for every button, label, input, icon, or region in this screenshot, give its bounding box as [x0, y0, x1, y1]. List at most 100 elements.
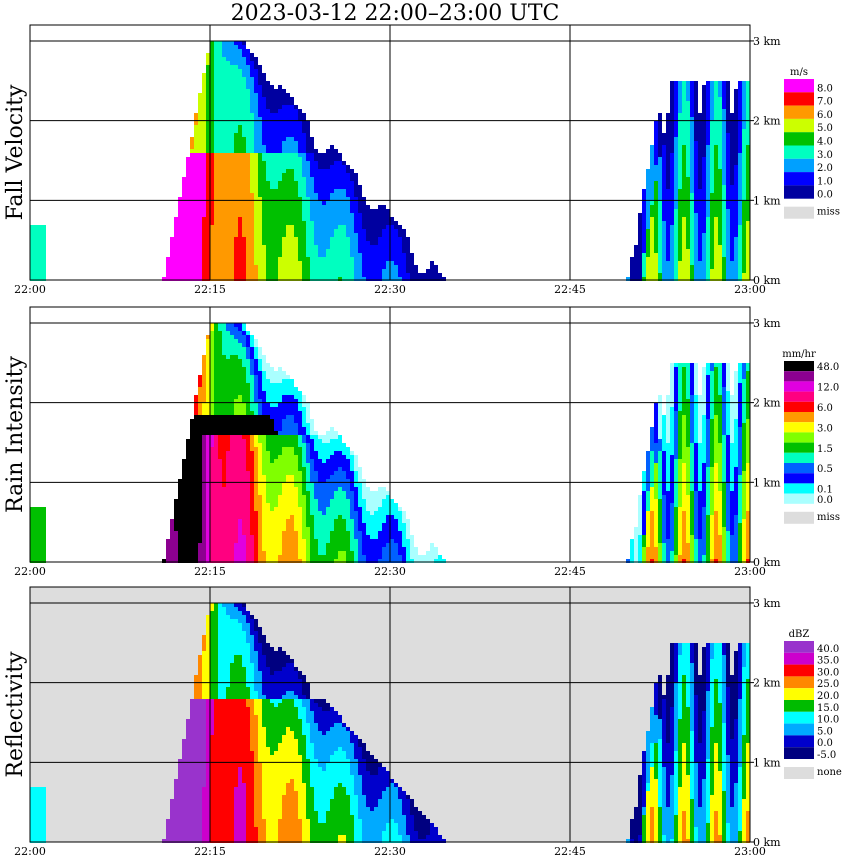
data-cell: [186, 269, 190, 273]
data-cell: [342, 237, 346, 241]
data-cell: [382, 225, 386, 229]
data-cell: [646, 245, 650, 249]
data-cell: [738, 173, 742, 177]
data-cell: [242, 73, 246, 77]
data-cell: [718, 125, 722, 129]
data-cell: [350, 189, 354, 193]
data-cell: [734, 169, 738, 173]
data-cell: [338, 439, 342, 443]
data-cell: [746, 93, 750, 97]
data-cell: [722, 229, 726, 233]
data-cell: [214, 145, 218, 149]
data-cell: [250, 93, 254, 97]
data-cell: [282, 435, 286, 439]
data-cell: [262, 73, 266, 77]
data-cell: [686, 363, 690, 367]
data-cell: [194, 193, 198, 197]
data-cell: [194, 189, 198, 193]
data-cell: [230, 427, 234, 431]
data-cell: [658, 165, 662, 169]
data-cell: [218, 269, 222, 273]
data-cell: [738, 225, 742, 229]
data-cell: [406, 273, 410, 277]
data-cell: [330, 269, 334, 273]
data-cell: [270, 399, 274, 403]
data-cell: [206, 265, 210, 269]
data-cell: [294, 221, 298, 225]
data-cell: [694, 149, 698, 153]
data-cell: [682, 249, 686, 253]
data-cell: [738, 157, 742, 161]
data-cell: [254, 351, 258, 355]
data-cell: [186, 225, 190, 229]
data-cell: [206, 221, 210, 225]
data-cell: [294, 125, 298, 129]
data-cell: [290, 121, 294, 125]
data-cell: [734, 217, 738, 221]
data-cell: [722, 427, 726, 431]
data-cell: [694, 181, 698, 185]
data-cell: [298, 125, 302, 129]
data-cell: [226, 153, 230, 157]
data-cell: [694, 117, 698, 121]
data-cell: [206, 205, 210, 209]
data-cell: [270, 257, 274, 261]
data-cell: [738, 375, 742, 379]
data-cell: [658, 205, 662, 209]
data-cell: [654, 407, 658, 411]
data-cell: [718, 161, 722, 165]
data-cell: [230, 257, 234, 261]
data-cell: [738, 233, 742, 237]
data-cell: [682, 113, 686, 117]
data-cell: [706, 411, 710, 415]
data-cell: [346, 189, 350, 193]
data-cell: [674, 89, 678, 93]
data-cell: [318, 173, 322, 177]
data-cell: [334, 153, 338, 157]
data-cell: [230, 97, 234, 101]
data-cell: [682, 367, 686, 371]
data-cell: [186, 197, 190, 201]
data-cell: [234, 423, 238, 427]
data-cell: [670, 177, 674, 181]
data-cell: [170, 249, 174, 253]
data-cell: [286, 229, 290, 233]
data-cell: [250, 335, 254, 339]
data-cell: [218, 81, 222, 85]
data-cell: [710, 213, 714, 217]
data-cell: [290, 113, 294, 117]
data-cell: [206, 193, 210, 197]
data-cell: [246, 359, 250, 363]
data-cell: [194, 447, 198, 451]
data-cell: [434, 265, 438, 269]
data-cell: [666, 197, 670, 201]
data-cell: [250, 149, 254, 153]
data-cell: [722, 407, 726, 411]
data-cell: [690, 265, 694, 269]
data-cell: [238, 335, 242, 339]
data-cell: [746, 245, 750, 249]
data-cell: [238, 113, 242, 117]
data-cell: [666, 221, 670, 225]
data-cell: [290, 193, 294, 197]
data-cell: [202, 355, 206, 359]
data-cell: [358, 265, 362, 269]
data-cell: [230, 351, 234, 355]
data-cell: [282, 269, 286, 273]
data-cell: [274, 169, 278, 173]
data-cell: [702, 241, 706, 245]
data-cell: [674, 129, 678, 133]
data-cell: [202, 233, 206, 237]
data-cell: [254, 77, 258, 81]
data-cell: [702, 367, 706, 371]
data-cell: [266, 411, 270, 415]
data-cell: [242, 335, 246, 339]
data-cell: [698, 165, 702, 169]
data-cell: [190, 447, 194, 451]
data-cell: [410, 265, 414, 269]
data-cell: [198, 395, 202, 399]
data-cell: [710, 451, 714, 455]
data-cell: [214, 273, 218, 277]
data-cell: [746, 177, 750, 181]
data-cell: [730, 261, 734, 265]
